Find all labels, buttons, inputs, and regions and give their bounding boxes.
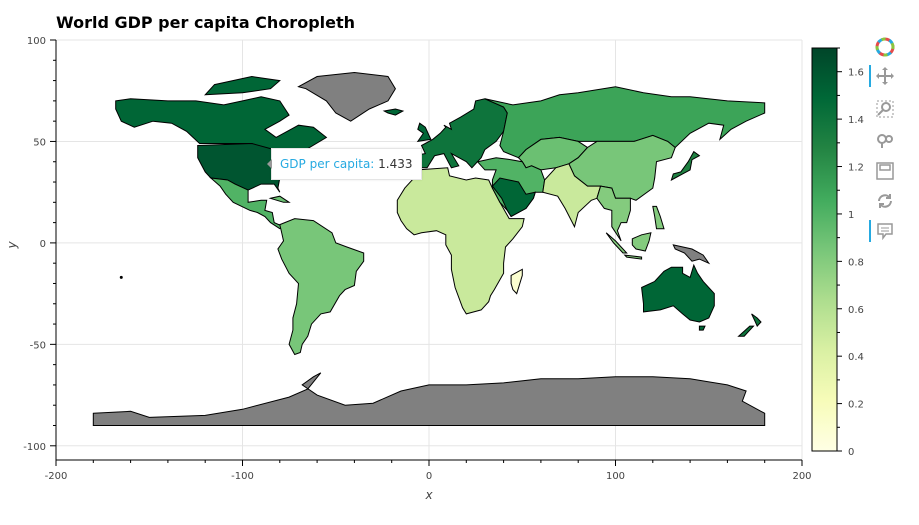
- region-antarctica[interactable]: [92, 372, 766, 426]
- x-tick-label: 0: [426, 471, 432, 482]
- y-axis-label: y: [5, 241, 19, 250]
- region-borneo[interactable]: [631, 232, 652, 252]
- region-iceland[interactable]: [382, 108, 405, 116]
- reset-button[interactable]: [870, 188, 900, 214]
- y-tick-label: 0: [40, 239, 46, 250]
- bokeh-logo-icon: [875, 37, 895, 57]
- save-tool-icon: [876, 162, 894, 180]
- region-philippines[interactable]: [652, 205, 665, 230]
- save-button[interactable]: [870, 158, 900, 184]
- region-cuba[interactable]: [268, 195, 291, 203]
- tooltip-value: 1.433: [378, 157, 413, 171]
- region-mexico-central-america[interactable]: [209, 177, 285, 230]
- color-bar: 0 0.2 0.4 0.6 0.8 1 1.2 1.4 1.6: [811, 47, 864, 458]
- region-australia[interactable]: [641, 263, 715, 323]
- region-southeast-asia[interactable]: [596, 185, 631, 242]
- region-russia[interactable]: [484, 86, 766, 159]
- region-canada-arctic-islands[interactable]: [204, 75, 281, 96]
- color-bar-tick-label: 1.4: [848, 115, 864, 126]
- hover-button[interactable]: [869, 218, 900, 244]
- wheel-zoom-button[interactable]: [870, 127, 900, 153]
- region-africa[interactable]: [396, 167, 525, 315]
- box-zoom-button[interactable]: [870, 96, 900, 122]
- island-marker: [119, 275, 123, 279]
- region-new-guinea[interactable]: [672, 244, 711, 265]
- reset-tool-icon: [876, 192, 894, 210]
- region-north-america-north[interactable]: [115, 96, 328, 153]
- color-bar-tick-label: 0.2: [848, 400, 864, 411]
- axes: -200 -100 0 100 200 100 50 0 -50 -100: [23, 36, 811, 482]
- region-arabian-peninsula[interactable]: [491, 177, 537, 218]
- bokeh-logo: [870, 34, 900, 60]
- y-tick-label: 100: [27, 36, 46, 47]
- y-tick-label: -50: [30, 340, 46, 351]
- color-bar-scale: [811, 47, 838, 452]
- color-bar-tick-label: 0.6: [848, 305, 864, 316]
- color-bar-tick-label: 1.2: [848, 163, 864, 174]
- pan-button[interactable]: [869, 63, 900, 89]
- region-greenland[interactable]: [297, 71, 396, 122]
- color-bar-tick-label: 1.6: [848, 68, 864, 79]
- color-bar-tick-label: 0: [848, 447, 854, 458]
- region-british-isles[interactable]: [416, 122, 432, 143]
- hover-tool-icon: [876, 222, 894, 240]
- x-axis-label: x: [424, 488, 433, 502]
- region-madagascar[interactable]: [510, 268, 523, 295]
- wheel-zoom-tool-icon: [876, 131, 894, 149]
- x-tick-label: -100: [231, 471, 254, 482]
- y-tick-label: -100: [23, 442, 46, 453]
- region-south-america[interactable]: [277, 218, 365, 356]
- region-java[interactable]: [623, 254, 643, 260]
- region-tasmania[interactable]: [698, 325, 706, 331]
- color-bar-tick-label: 0.4: [848, 352, 864, 363]
- box-zoom-tool-icon: [876, 100, 894, 118]
- region-japan[interactable]: [670, 150, 701, 182]
- color-bar-tick-label: 1: [848, 210, 854, 221]
- color-bar-tick-label: 0.8: [848, 257, 864, 268]
- x-tick-label: 200: [792, 471, 811, 482]
- tooltip-label: GDP per capita:: [280, 157, 375, 171]
- country-regions[interactable]: [92, 71, 766, 426]
- region-new-zealand-north[interactable]: [751, 313, 762, 327]
- chart-title: World GDP per capita Choropleth: [56, 13, 356, 32]
- y-tick-label: 50: [33, 137, 46, 148]
- pan-tool-icon: [876, 67, 894, 85]
- region-sumatra[interactable]: [605, 232, 628, 254]
- region-new-zealand-south[interactable]: [737, 325, 755, 337]
- hover-tooltip: GDP per capita: 1.433: [267, 148, 422, 180]
- x-tick-label: -200: [45, 471, 68, 482]
- x-tick-label: 100: [606, 471, 625, 482]
